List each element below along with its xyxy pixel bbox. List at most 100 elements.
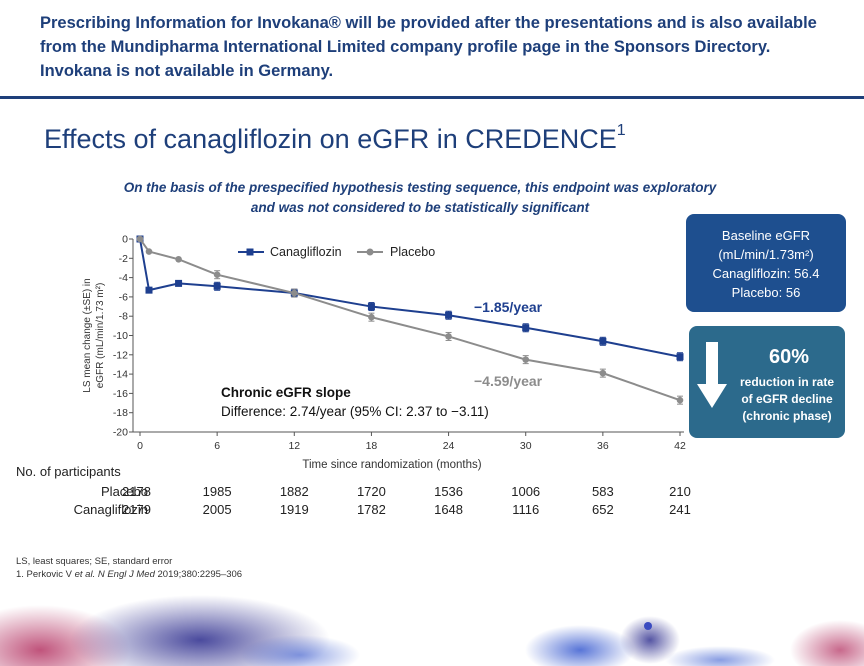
baseline-line-3: Canagliflozin: 56.4	[712, 266, 820, 281]
participants-cell: 1720	[356, 484, 386, 499]
participants-cell: 1985	[202, 484, 232, 499]
reduction-box: 60% reduction in rate of eGFR decline (c…	[689, 326, 845, 438]
data-point-placebo	[175, 255, 182, 263]
baseline-line-1: Baseline eGFR	[721, 228, 811, 243]
chronic-slope-difference: Difference: 2.74/year (95% CI: 2.37 to −…	[221, 404, 489, 419]
down-arrow-icon	[697, 342, 727, 408]
reduction-line-1: reduction in rate	[739, 375, 834, 389]
data-point-placebo	[136, 235, 144, 243]
y-axis-label-line-2: eGFR (mL/min/1.73 m²)	[95, 283, 106, 389]
y-tick-label: -6	[119, 291, 128, 303]
data-point-canagliflozin	[145, 286, 153, 294]
footnote-reference: 1. Perkovic V et al. N Engl J Med 2019;3…	[16, 569, 242, 580]
data-point-canagliflozin	[676, 353, 684, 361]
data-point-canagliflozin	[213, 282, 221, 290]
data-point-canagliflozin	[599, 337, 607, 345]
participants-cell: 2005	[202, 502, 232, 517]
footnote-abbreviations: LS, least squares; SE, standard error	[16, 556, 173, 567]
participants-cell: 1882	[279, 484, 309, 499]
y-tick-label: -14	[113, 369, 128, 381]
reduction-text: reduction in rate of eGFR decline (chron…	[729, 374, 845, 425]
data-point-placebo	[522, 356, 530, 363]
baseline-line-4: Placebo: 56	[731, 285, 801, 300]
participants-heading: No. of participants	[16, 464, 121, 479]
cana-slope-annotation: −1.85/year	[474, 299, 543, 315]
banner-line-1: Prescribing Information for Invokana® wi…	[40, 14, 817, 32]
footnote-ref-post: 2019;380:2295–306	[154, 569, 243, 580]
data-point-placebo	[368, 313, 375, 321]
data-point-canagliflozin	[522, 324, 530, 332]
participants-row-label: Placebo	[101, 484, 148, 499]
participants-cell: 1782	[356, 502, 386, 517]
participants-cell: 1536	[434, 484, 464, 499]
y-tick-label: -4	[119, 272, 128, 284]
participants-table: No. of participants Placebo 2178 1985 1882 1…	[0, 462, 864, 522]
y-tick-label: 0	[122, 234, 128, 246]
chart-series	[136, 235, 684, 405]
footnote-ref-pre: 1. Perkovic V	[16, 569, 75, 580]
x-tick-label: 6	[214, 440, 220, 452]
participants-cell: 210	[669, 484, 691, 499]
y-tick-label: -12	[113, 349, 128, 361]
banner-line-2: from the Mundipharma International Limit…	[40, 38, 771, 56]
x-tick-label: 30	[520, 440, 532, 452]
participants-cell: 2178	[122, 484, 151, 499]
participants-cell: 2179	[122, 502, 151, 517]
x-tick-label: 42	[674, 440, 686, 452]
x-tick-label: 24	[443, 440, 455, 452]
legend-cana-marker	[246, 248, 254, 256]
legend-placebo-label: Placebo	[390, 245, 435, 259]
x-tick-label: 18	[366, 440, 378, 452]
legend-placebo-marker	[366, 248, 374, 256]
y-tick-label: -8	[119, 311, 128, 323]
data-point-placebo	[599, 369, 607, 377]
baseline-egfr-box: Baseline eGFR (mL/min/1.73m²) Canagliflo…	[686, 214, 846, 312]
y-tick-label: -10	[113, 330, 128, 342]
y-tick-label: -2	[119, 253, 128, 265]
data-point-canagliflozin	[175, 279, 183, 287]
participants-cell: 652	[591, 502, 614, 517]
series-line-canagliflozin	[139, 238, 681, 358]
x-tick-label: 36	[597, 440, 609, 452]
banner-line-3: Invokana is not available in Germany.	[40, 62, 334, 80]
chart-axes: 0 -2 -4 -6 -8 -10 -12 -14 -16 -18 -20 0 6 12 18 24 30 36 4…	[113, 234, 686, 453]
y-tick-label: -18	[113, 407, 128, 419]
slide-title: Effects of canagliflozin on eGFR in CRED…	[44, 122, 626, 155]
data-point-placebo	[213, 271, 221, 279]
data-point-canagliflozin	[367, 303, 375, 311]
reduction-percent: 60%	[768, 346, 810, 368]
participants-cell: 1116	[512, 502, 540, 517]
subtitle-line-2: and was not considered to be statistical…	[250, 200, 590, 215]
y-axis-label-line-1: LS mean change (±SE) in	[82, 278, 93, 392]
participants-cell: 1919	[279, 502, 309, 517]
legend-cana-label: Canagliflozin	[270, 245, 342, 259]
data-point-placebo	[145, 248, 153, 255]
participants-cell: 1006	[511, 484, 541, 499]
participants-cell: 1648	[434, 502, 464, 517]
data-point-canagliflozin	[445, 311, 453, 319]
chart-legend: Canagliflozin Placebo	[238, 245, 435, 259]
slide-title-text: Effects of canagliflozin on eGFR in CRED…	[44, 124, 617, 154]
y-tick-label: -16	[113, 388, 128, 400]
x-axis-label: Time since randomization (months)	[302, 459, 481, 471]
egfr-line-chart: 0 -2 -4 -6 -8 -10 -12 -14 -16 -18 -20 0 6 12 18 24 30 36 4…	[82, 234, 686, 472]
reduction-line-3: (chronic phase)	[742, 409, 832, 423]
data-point-placebo	[445, 333, 452, 340]
footnote-ref-italic: et al. N Engl J Med	[74, 569, 155, 580]
placebo-slope-annotation: −4.59/year	[474, 373, 543, 389]
y-tick-label: -20	[113, 427, 128, 439]
x-tick-label: 12	[288, 440, 300, 452]
reduction-line-2: of eGFR decline	[741, 392, 833, 406]
baseline-line-2: (mL/min/1.73m²)	[718, 247, 814, 262]
prescribing-banner: Prescribing Information for Invokana® wi…	[0, 0, 864, 99]
title-reference: 1	[616, 122, 626, 139]
x-tick-label: 0	[137, 440, 143, 452]
participants-cell: 583	[591, 484, 614, 499]
series-line-placebo	[139, 238, 681, 402]
data-point-placebo	[676, 396, 684, 404]
participants-cell: 241	[669, 502, 691, 517]
chronic-slope-title: Chronic eGFR slope	[221, 385, 351, 400]
subtitle-line-1: On the basis of the prespecified hypothe…	[123, 180, 717, 195]
data-point-placebo	[290, 289, 298, 297]
participants-row-label: Canagliflozin	[73, 502, 148, 517]
